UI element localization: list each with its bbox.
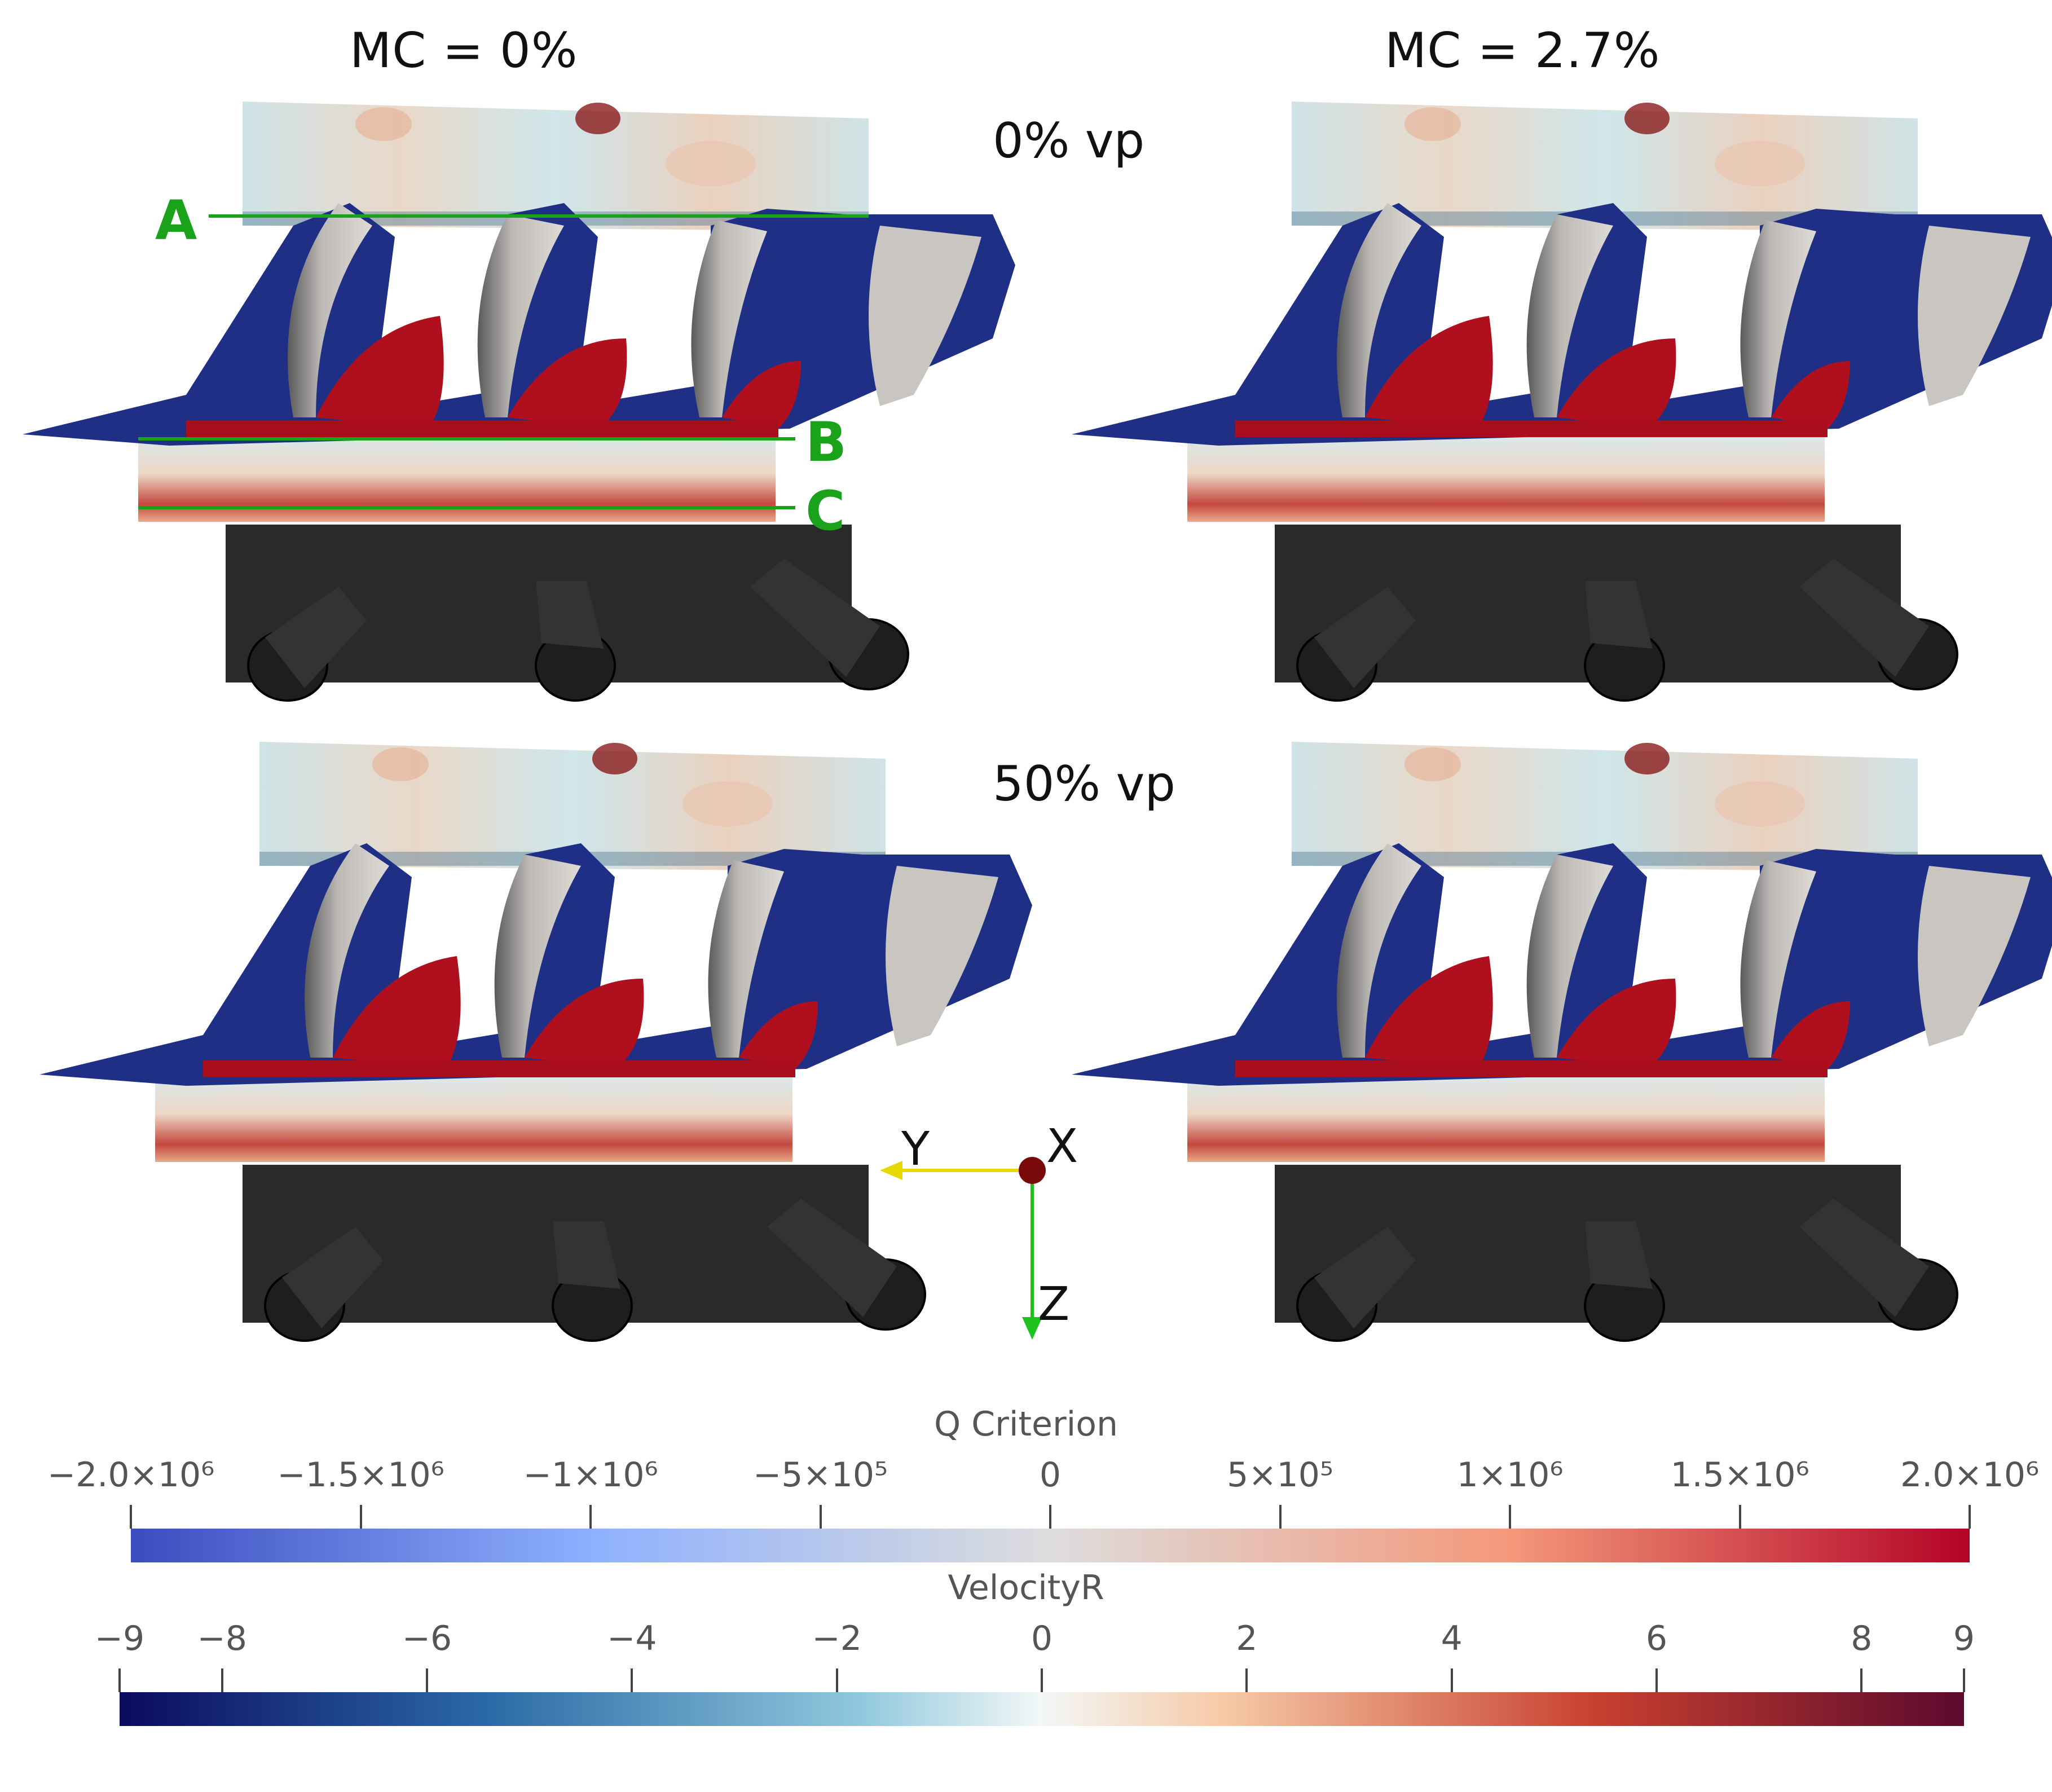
colorbar-tick-mark	[1049, 1505, 1051, 1529]
colorbar-tick-label: −9	[94, 1619, 145, 1658]
colorbar-tick-label: −1×10⁶	[523, 1455, 658, 1495]
colorbar-tick-label: 1.5×10⁶	[1670, 1455, 1809, 1495]
colorbar-tick-label: −4	[607, 1619, 657, 1658]
colorbar-tick-mark	[426, 1668, 428, 1692]
colorbar-tick-mark	[1969, 1505, 1971, 1529]
velocity-r-colorbar: −9 −8 −6 −4 −2 0 2 4 6 8 9	[95, 1608, 1975, 1732]
colorbar-tick-label: 2	[1236, 1619, 1258, 1658]
colorbar-tick-label: 1×10⁶	[1456, 1455, 1564, 1495]
axis-label-x: X	[1046, 1120, 1078, 1173]
colorbar-tick-mark	[1655, 1668, 1658, 1692]
colorbar-tick-mark	[631, 1668, 633, 1692]
axis-label-z: Z	[1038, 1278, 1070, 1331]
colorbar-tick-mark	[819, 1505, 822, 1529]
colorbar-tick-mark	[1450, 1668, 1453, 1692]
q-criterion-title: Q Criterion	[933, 1404, 1119, 1444]
panel-mc0-vp0	[21, 100, 1015, 702]
q-criterion-colorbar: −2.0×10⁶ −1.5×10⁶ −1×10⁶ −5×10⁵ 0 5×10⁵ 1×10⁶ 1…	[47, 1444, 2039, 1562]
colorbar-tick-label: 8	[1851, 1619, 1873, 1658]
colorbar-tick-mark	[1963, 1668, 1965, 1692]
row-title-50-vp: 50% vp	[993, 756, 1175, 812]
colorbar-tick-mark	[835, 1668, 838, 1692]
colorbar-tick-label: 0	[1039, 1455, 1062, 1495]
marker-label-a: A	[155, 189, 197, 252]
colorbar-tick-label: −6	[402, 1619, 452, 1658]
colorbar-tick-mark	[221, 1668, 223, 1692]
colorbar-tick-label: −1.5×10⁶	[277, 1455, 444, 1495]
orientation-axes	[880, 1157, 1046, 1340]
velocity-r-title: VelocityR	[948, 1568, 1104, 1608]
marker-label-c: C	[805, 479, 846, 543]
colorbar-tick-label: 5×10⁵	[1227, 1455, 1333, 1495]
panel-mc27-vp0	[1071, 100, 2052, 702]
colorbar-tick-mark	[359, 1505, 362, 1529]
colorbar-tick-mark	[1860, 1668, 1863, 1692]
colorbar-tick-mark	[1279, 1505, 1282, 1529]
colorbar-tick-mark	[1738, 1505, 1741, 1529]
colorbar-tick-label: −2.0×10⁶	[47, 1455, 215, 1495]
marker-label-b: B	[805, 411, 847, 474]
column-title-mc-2-7: MC = 2.7%	[1385, 23, 1661, 79]
q-criterion-gradient	[131, 1529, 1970, 1562]
colorbar-tick-label: 4	[1441, 1619, 1463, 1658]
axis-label-y: Y	[901, 1122, 930, 1176]
row-title-0-vp: 0% vp	[993, 113, 1145, 169]
colorbar-tick-label: 2.0×10⁶	[1900, 1455, 2040, 1495]
colorbar-tick-mark	[1509, 1505, 1511, 1529]
colorbar-tick-label: 9	[1953, 1619, 1975, 1658]
colorbar-tick-mark	[130, 1505, 132, 1529]
velocity-r-gradient	[120, 1692, 1964, 1726]
colorbar-tick-mark	[589, 1505, 592, 1529]
colorbar-tick-mark	[1041, 1668, 1043, 1692]
colorbar-tick-label: 6	[1645, 1619, 1668, 1658]
colorbar-tick-label: −2	[812, 1619, 862, 1658]
colorbar-tick-label: −8	[197, 1619, 247, 1658]
colorbar-tick-mark	[1245, 1668, 1248, 1692]
panel-mc27-vp50	[1071, 741, 2052, 1342]
colorbar-tick-label: −5×10⁵	[752, 1455, 888, 1495]
column-title-mc-0: MC = 0%	[350, 23, 578, 79]
colorbar-tick-mark	[118, 1668, 121, 1692]
colorbar-tick-label: 0	[1031, 1619, 1053, 1658]
